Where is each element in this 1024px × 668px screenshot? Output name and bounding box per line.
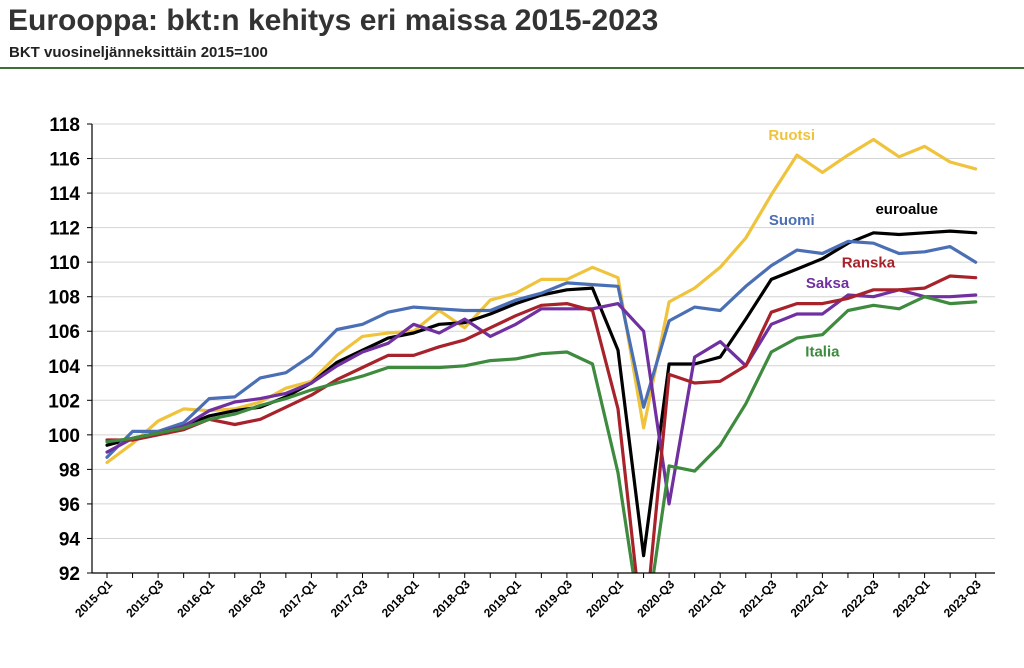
page-title: Eurooppa: bkt:n kehitys eri maissa 2015-… <box>8 4 659 37</box>
series-line-ruotsi <box>105 137 978 465</box>
y-tick-label: 102 <box>48 391 80 412</box>
y-tick-label: 94 <box>59 529 81 550</box>
x-tick-label: 2016-Q1 <box>174 577 217 620</box>
series-label-ranska: Ranska <box>842 255 896 272</box>
y-tick-label: 96 <box>59 495 80 516</box>
x-tick-label: 2017-Q1 <box>277 577 320 620</box>
axes <box>91 124 995 574</box>
y-tick-label: 116 <box>49 150 80 171</box>
series-line-suomi <box>105 239 978 459</box>
y-tick-label: 118 <box>49 115 80 136</box>
x-tick-label: 2018-Q1 <box>379 577 422 620</box>
x-tick-label: 2023-Q3 <box>941 577 984 620</box>
x-tick-label: 2019-Q3 <box>532 577 575 620</box>
page-subtitle: BKT vuosineljänneksittäin 2015=100 <box>9 44 268 61</box>
series-line-ranska <box>105 274 978 573</box>
y-tick-label: 112 <box>49 219 80 240</box>
series-label-ruotsi: Ruotsi <box>768 127 815 144</box>
series-label-italia: Italia <box>805 344 840 361</box>
y-tick-label: 114 <box>49 184 80 205</box>
series-labels: Ruotsi euroalue Suomi Saksa Ranska Italia <box>768 127 938 361</box>
x-tick-label: 2020-Q1 <box>583 577 626 620</box>
y-tick-label: 100 <box>48 426 80 447</box>
series-line-saksa <box>105 288 978 506</box>
x-tick-label: 2015-Q3 <box>123 577 166 620</box>
x-tick-label: 2016-Q3 <box>225 577 268 620</box>
x-tick-label: 2017-Q3 <box>328 577 371 620</box>
series-label-saksa: Saksa <box>806 275 850 292</box>
y-tick-label: 110 <box>49 253 80 274</box>
x-tick-label: 2022-Q3 <box>839 577 882 620</box>
y-tick-label: 92 <box>59 564 80 585</box>
series-label-euroalue: euroalue <box>875 201 938 218</box>
y-tick-label: 106 <box>48 322 80 343</box>
series-lines <box>105 137 978 573</box>
y-tick-label: 104 <box>48 357 80 378</box>
y-tick-label: 108 <box>48 288 80 309</box>
x-tick-label: 2020-Q3 <box>634 577 677 620</box>
x-tick-label: 2021-Q3 <box>736 577 779 620</box>
x-tick-label: 2019-Q1 <box>481 577 524 620</box>
gridlines <box>92 123 995 574</box>
y-tick-label: 98 <box>59 460 80 481</box>
x-tick-label: 2022-Q1 <box>788 577 831 620</box>
title-divider <box>0 67 1024 69</box>
x-tick-label: 2021-Q1 <box>685 577 728 620</box>
series-label-suomi: Suomi <box>769 212 815 229</box>
x-tick-label: 2023-Q1 <box>890 577 933 620</box>
x-tick-label: 2018-Q3 <box>430 577 473 620</box>
series-line-italia <box>105 295 978 573</box>
y-axis-ticks: 92 94 96 98 100 102 104 106 108 110 112 114 116 118 <box>48 115 92 585</box>
x-axis-ticks: 2015-Q1 2015-Q3 2016-Q1 2016-Q3 2017-Q1 2017-… <box>72 573 984 620</box>
